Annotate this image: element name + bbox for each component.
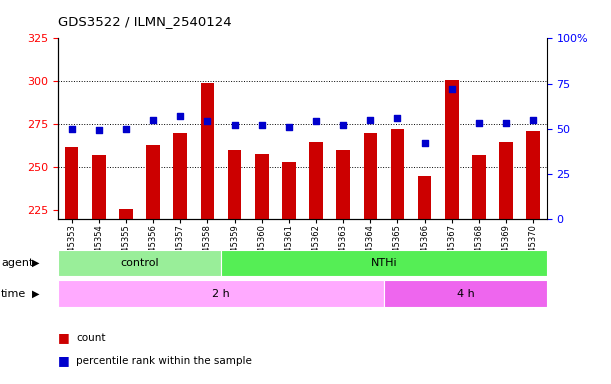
Point (148, 117, 158, 123)
Text: time: time (1, 289, 26, 299)
Point (67, 126, 76, 132)
Bar (174, 133, 187, 219)
Point (447, 86, 456, 92)
Point (501, 120, 511, 126)
Point (365, 117, 375, 123)
Text: control: control (120, 258, 159, 268)
Bar (58, 250, 221, 276)
Bar (384, 280, 547, 307)
Bar (282, 162, 296, 219)
Bar (337, 150, 350, 219)
Point (284, 124, 294, 130)
Bar (255, 154, 268, 219)
Bar (200, 83, 214, 219)
Bar (221, 250, 547, 276)
Bar (364, 133, 377, 219)
Text: NTHi: NTHi (371, 258, 397, 268)
Bar (228, 150, 241, 219)
Point (202, 118, 212, 124)
Point (474, 120, 484, 126)
Bar (58, 280, 384, 307)
Point (121, 126, 131, 132)
Bar (65, 147, 78, 219)
Point (393, 115, 403, 121)
Text: ■: ■ (58, 331, 70, 344)
Point (175, 113, 185, 119)
Point (420, 140, 430, 146)
Point (311, 118, 321, 124)
Text: GDS3522 / ILMN_2540124: GDS3522 / ILMN_2540124 (58, 15, 232, 28)
Bar (472, 155, 486, 219)
Bar (527, 131, 540, 219)
Text: 2 h: 2 h (212, 289, 230, 299)
Bar (390, 129, 404, 219)
Point (338, 122, 348, 128)
Point (94, 127, 104, 134)
Text: count: count (76, 333, 106, 343)
Bar (146, 145, 160, 219)
Text: 4 h: 4 h (456, 289, 474, 299)
Text: percentile rank within the sample: percentile rank within the sample (76, 356, 252, 366)
Bar (418, 176, 431, 219)
Point (529, 117, 538, 123)
Bar (119, 209, 133, 219)
Text: ▶: ▶ (32, 289, 39, 299)
Text: agent: agent (1, 258, 34, 268)
Text: ▶: ▶ (32, 258, 39, 268)
Bar (92, 155, 106, 219)
Bar (499, 142, 513, 219)
Bar (445, 79, 459, 219)
Bar (309, 142, 323, 219)
Point (257, 122, 266, 128)
Text: ■: ■ (58, 354, 70, 367)
Point (230, 122, 240, 128)
